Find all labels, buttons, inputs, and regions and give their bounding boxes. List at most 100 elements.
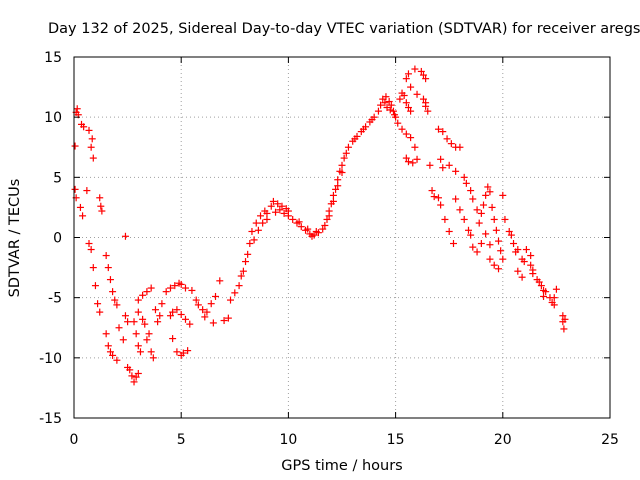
data-point [507, 231, 515, 239]
data-point [96, 308, 104, 316]
data-point [85, 240, 93, 248]
y-tick-label: -5 [48, 291, 62, 307]
data-point [102, 330, 110, 338]
data-point [550, 301, 558, 309]
data-point [445, 227, 453, 235]
data-point [203, 308, 211, 316]
data-point [263, 215, 271, 223]
data-point [312, 227, 320, 235]
data-point [402, 130, 410, 138]
data-point [387, 101, 395, 109]
x-tick-label: 0 [70, 432, 79, 448]
axis-ticks [73, 56, 611, 419]
data-point [121, 232, 129, 240]
data-point [235, 282, 243, 290]
data-point [488, 203, 496, 211]
data-point [169, 335, 177, 343]
data-point [338, 169, 346, 177]
data-point [177, 280, 185, 288]
data-point [276, 206, 284, 214]
data-point [430, 193, 438, 201]
data-point [529, 266, 537, 274]
data-point [139, 291, 147, 299]
data-point [263, 209, 271, 217]
data-point [254, 226, 262, 234]
data-point [338, 161, 346, 169]
data-point [473, 248, 481, 256]
data-point [439, 164, 447, 172]
data-point [482, 230, 490, 238]
data-point [456, 206, 464, 214]
data-point [381, 99, 389, 107]
data-point [207, 300, 215, 308]
data-point [132, 330, 140, 338]
data-point [400, 92, 408, 100]
data-point [382, 93, 390, 101]
data-point [404, 104, 412, 112]
data-point [289, 215, 297, 223]
data-point [113, 301, 121, 309]
data-point [181, 315, 189, 323]
data-point [437, 155, 445, 163]
data-point [456, 143, 464, 151]
data-point [462, 179, 470, 187]
y-axis-label: SDTVAR / TECUs [7, 179, 23, 298]
data-point [520, 258, 528, 266]
data-point [514, 267, 522, 275]
data-point [115, 324, 123, 332]
data-point [104, 264, 112, 272]
data-point [404, 158, 412, 166]
x-tick-label: 20 [494, 432, 512, 448]
data-point [184, 347, 192, 355]
data-point [246, 240, 254, 248]
data-point [188, 286, 196, 294]
data-point [537, 282, 545, 290]
y-tick-label: 10 [44, 110, 62, 126]
y-tick-label: -10 [39, 351, 62, 367]
data-point [417, 67, 425, 75]
data-point [342, 149, 350, 157]
data-point [220, 317, 228, 325]
data-point [158, 300, 166, 308]
data-point [224, 314, 232, 322]
data-point [329, 197, 337, 205]
data-point [134, 369, 142, 377]
data-point [482, 191, 490, 199]
data-point [134, 296, 142, 304]
data-point [141, 320, 149, 328]
data-point [248, 227, 256, 235]
data-point [186, 320, 194, 328]
data-point [411, 143, 419, 151]
data-point [407, 83, 415, 91]
data-point [89, 264, 97, 272]
data-point [173, 306, 181, 314]
data-point [486, 188, 494, 196]
data-point [199, 306, 207, 314]
data-point [134, 308, 142, 316]
data-point [257, 212, 265, 220]
data-point [560, 325, 568, 333]
data-point [231, 289, 239, 297]
data-point [212, 292, 220, 300]
data-point [119, 336, 127, 344]
data-point [130, 378, 138, 386]
data-point [413, 90, 421, 98]
data-point [319, 225, 327, 233]
x-tick-label: 25 [601, 432, 619, 448]
data-point [368, 116, 376, 124]
data-point [389, 107, 397, 115]
data-point [274, 200, 282, 208]
data-point [166, 312, 174, 320]
data-point [419, 71, 427, 79]
data-point [295, 218, 303, 226]
x-tick-labels: 0 5 10 15 20 25 [70, 432, 619, 448]
data-point [340, 154, 348, 162]
data-point [80, 123, 88, 131]
data-point [522, 246, 530, 254]
data-point [94, 300, 102, 308]
y-tick-label: 0 [53, 231, 62, 247]
data-point [192, 296, 200, 304]
data-point [426, 161, 434, 169]
data-point [499, 191, 507, 199]
